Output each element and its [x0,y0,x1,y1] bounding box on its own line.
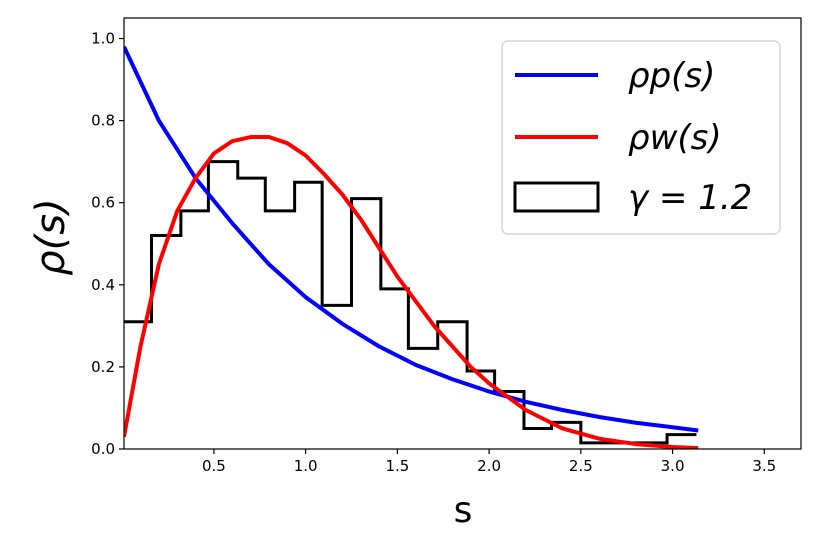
x-tick-label: 3.5 [752,457,776,475]
y-axis-label: ρ(s) [28,198,74,275]
y-tick-label: 0.8 [91,112,115,130]
legend-swatch [513,181,600,213]
histogram-series [124,160,697,445]
wigner-curve [124,135,699,449]
y-tick-label: 0.4 [91,276,115,294]
y-tick-label: 1.0 [91,30,115,48]
x-axis-label: s [454,490,473,531]
x-tick-label: 2.5 [569,457,593,475]
y-tick-label: 0.2 [91,358,115,376]
y-tick-label: 0.0 [91,440,115,458]
legend-label: γ = 1.2 [628,178,752,218]
x-tick-label: 2.0 [477,457,501,475]
plot-frame [123,17,802,450]
legend-label: ρw(s) [628,118,722,158]
x-tick-label: 3.0 [661,457,685,475]
legend-box [501,40,781,235]
y-tick-label: 0.6 [91,194,115,212]
x-tick-label: 0.5 [202,457,226,475]
x-tick-label: 1.0 [294,457,318,475]
x-tick-label: 1.5 [385,457,409,475]
poisson-curve [124,45,699,433]
legend-label: ρp(s) [628,56,715,96]
